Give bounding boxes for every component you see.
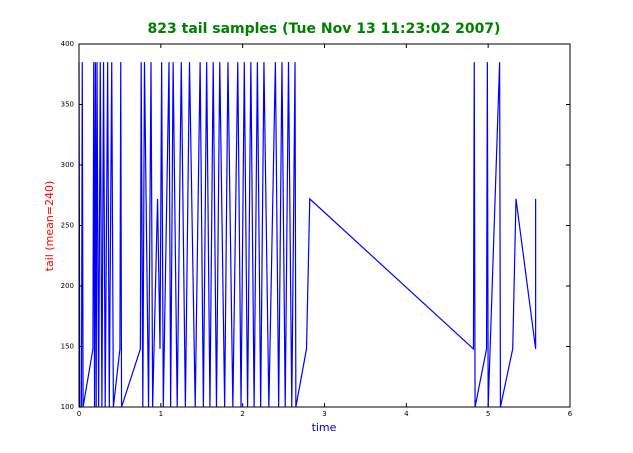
x-tick-label: 0 (77, 410, 81, 418)
y-tick-label: 100 (61, 403, 74, 411)
y-tick-label: 400 (61, 40, 74, 48)
y-tick-label: 250 (61, 222, 74, 230)
x-tick-label: 1 (159, 410, 163, 418)
y-axis-label: tail (mean=240) (43, 181, 56, 272)
y-tick-label: 200 (61, 282, 74, 290)
chart-title: 823 tail samples (Tue Nov 13 11:23:02 20… (148, 21, 501, 37)
data-line (78, 62, 537, 408)
y-tick-label: 150 (61, 343, 74, 351)
x-tick-label: 4 (404, 410, 409, 418)
x-tick-label: 5 (486, 410, 490, 418)
y-tick-label: 300 (61, 161, 74, 169)
y-tick-label: 350 (61, 101, 74, 109)
x-axis-label: time (312, 421, 337, 434)
x-tick-label: 6 (568, 410, 573, 418)
x-tick-label: 2 (240, 410, 244, 418)
x-tick-label: 3 (322, 410, 326, 418)
